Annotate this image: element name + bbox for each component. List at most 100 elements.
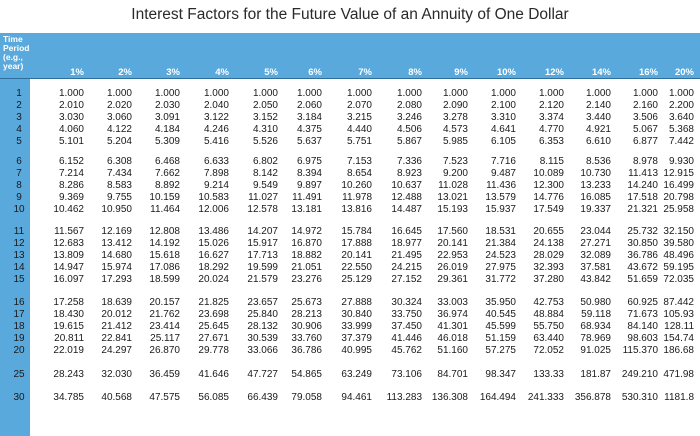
factor-cell: 9.200 xyxy=(442,168,468,179)
factor-cell: 2.060 xyxy=(296,100,322,111)
factor-cell: 6.633 xyxy=(203,156,229,167)
factor-cell: 78.969 xyxy=(580,333,611,344)
factor-cell: 33.760 xyxy=(291,333,322,344)
factor-cell: 17.560 xyxy=(437,226,468,237)
factor-cell: 20.141 xyxy=(341,250,372,261)
factor-cell: 5.416 xyxy=(203,136,229,147)
factor-cell: 21.412 xyxy=(101,321,132,332)
factor-cell: 105.93 xyxy=(663,309,694,320)
factor-cell: 4.921 xyxy=(585,124,611,135)
factor-cell: 4.573 xyxy=(442,124,468,135)
factor-cell: 13.816 xyxy=(341,204,372,215)
factor-cell: 5.637 xyxy=(296,136,322,147)
factor-cell: 34.785 xyxy=(53,392,84,403)
period-column-band xyxy=(0,78,30,436)
factor-cell: 28.243 xyxy=(53,369,84,380)
factor-cell: 30.906 xyxy=(291,321,322,332)
period-label: 18 xyxy=(13,321,25,332)
factor-cell: 33.003 xyxy=(437,297,468,308)
factor-cell: 20.024 xyxy=(198,274,229,285)
factor-cell: 17.713 xyxy=(247,250,278,261)
factor-cell: 23.698 xyxy=(198,309,229,320)
factor-cell: 36.974 xyxy=(437,309,468,320)
factor-cell: 5.368 xyxy=(668,124,694,135)
factor-cell: 14.207 xyxy=(247,226,278,237)
factor-cell: 6.877 xyxy=(632,136,658,147)
rate-header: 7% xyxy=(358,67,372,78)
factor-cell: 186.68 xyxy=(663,345,694,356)
factor-cell: 25.645 xyxy=(198,321,229,332)
factor-cell: 91.025 xyxy=(580,345,611,356)
factor-cell: 5.985 xyxy=(442,136,468,147)
rate-header: 10% xyxy=(496,67,516,78)
factor-cell: 28.132 xyxy=(247,321,278,332)
factor-cell: 37.450 xyxy=(391,321,422,332)
factor-cell: 13.809 xyxy=(53,250,84,261)
rate-header: 2% xyxy=(118,67,132,78)
factor-cell: 15.193 xyxy=(437,204,468,215)
factor-cell: 48.884 xyxy=(533,309,564,320)
factor-cell: 35.950 xyxy=(485,297,516,308)
factor-cell: 5.204 xyxy=(106,136,132,147)
factor-cell: 7.153 xyxy=(346,156,372,167)
factor-cell: 8.654 xyxy=(346,168,372,179)
factor-cell: 4.770 xyxy=(538,124,564,135)
factor-cell: 8.536 xyxy=(585,156,611,167)
factor-cell: 24.138 xyxy=(533,238,564,249)
factor-cell: 63.440 xyxy=(533,333,564,344)
period-label: 17 xyxy=(13,309,25,320)
factor-cell: 1.000 xyxy=(396,88,422,99)
period-label: 6 xyxy=(16,156,22,167)
factor-cell: 39.580 xyxy=(663,238,694,249)
period-label: 8 xyxy=(16,180,22,191)
factor-cell: 8.583 xyxy=(106,180,132,191)
period-label: 4 xyxy=(16,124,22,135)
factor-cell: 6.105 xyxy=(490,136,516,147)
factor-cell: 51.159 xyxy=(485,333,516,344)
factor-cell: 22.019 xyxy=(53,345,84,356)
period-label: 12 xyxy=(13,238,25,249)
factor-cell: 33.066 xyxy=(247,345,278,356)
factor-cell: 41.446 xyxy=(391,333,422,344)
factor-cell: 16.097 xyxy=(53,274,84,285)
factor-cell: 128.11 xyxy=(664,321,694,332)
factor-cell: 1.000 xyxy=(296,88,322,99)
factor-cell: 12.006 xyxy=(198,204,229,215)
factor-cell: 72.052 xyxy=(533,345,564,356)
factor-cell: 21.384 xyxy=(485,238,516,249)
factor-cell: 9.549 xyxy=(252,180,278,191)
factor-cell: 45.599 xyxy=(485,321,516,332)
factor-cell: 36.786 xyxy=(627,250,658,261)
period-label: 14 xyxy=(13,262,25,273)
factor-cell: 1181.8 xyxy=(664,392,694,403)
factor-cell: 56.085 xyxy=(198,392,229,403)
factor-cell: 12.915 xyxy=(663,168,694,179)
period-label: 13 xyxy=(13,250,25,261)
factor-cell: 3.215 xyxy=(346,112,372,123)
factor-cell: 50.980 xyxy=(580,297,611,308)
period-label: 9 xyxy=(16,192,22,203)
factor-cell: 40.568 xyxy=(101,392,132,403)
factor-cell: 5.067 xyxy=(632,124,658,135)
factor-cell: 13.412 xyxy=(101,238,132,249)
factor-cell: 2.090 xyxy=(442,100,468,111)
factor-cell: 9.369 xyxy=(58,192,84,203)
factor-cell: 37.379 xyxy=(341,333,372,344)
rate-header: 20% xyxy=(674,67,694,78)
factor-cell: 21.051 xyxy=(291,262,322,273)
factor-cell: 7.523 xyxy=(442,156,468,167)
factor-cell: 10.462 xyxy=(53,204,84,215)
factor-cell: 11.491 xyxy=(292,192,322,203)
factor-cell: 66.439 xyxy=(247,392,278,403)
factor-cell: 471.98 xyxy=(663,369,694,380)
rate-header: 8% xyxy=(408,67,422,78)
factor-cell: 1.000 xyxy=(538,88,564,99)
factor-cell: 36.459 xyxy=(149,369,180,380)
factor-cell: 15.937 xyxy=(485,204,516,215)
factor-cell: 8.978 xyxy=(632,156,658,167)
factor-cell: 26.019 xyxy=(437,262,468,273)
factor-cell: 73.106 xyxy=(391,369,422,380)
factor-cell: 47.727 xyxy=(247,369,278,380)
factor-cell: 115.370 xyxy=(622,345,658,356)
factor-cell: 5.101 xyxy=(58,136,84,147)
